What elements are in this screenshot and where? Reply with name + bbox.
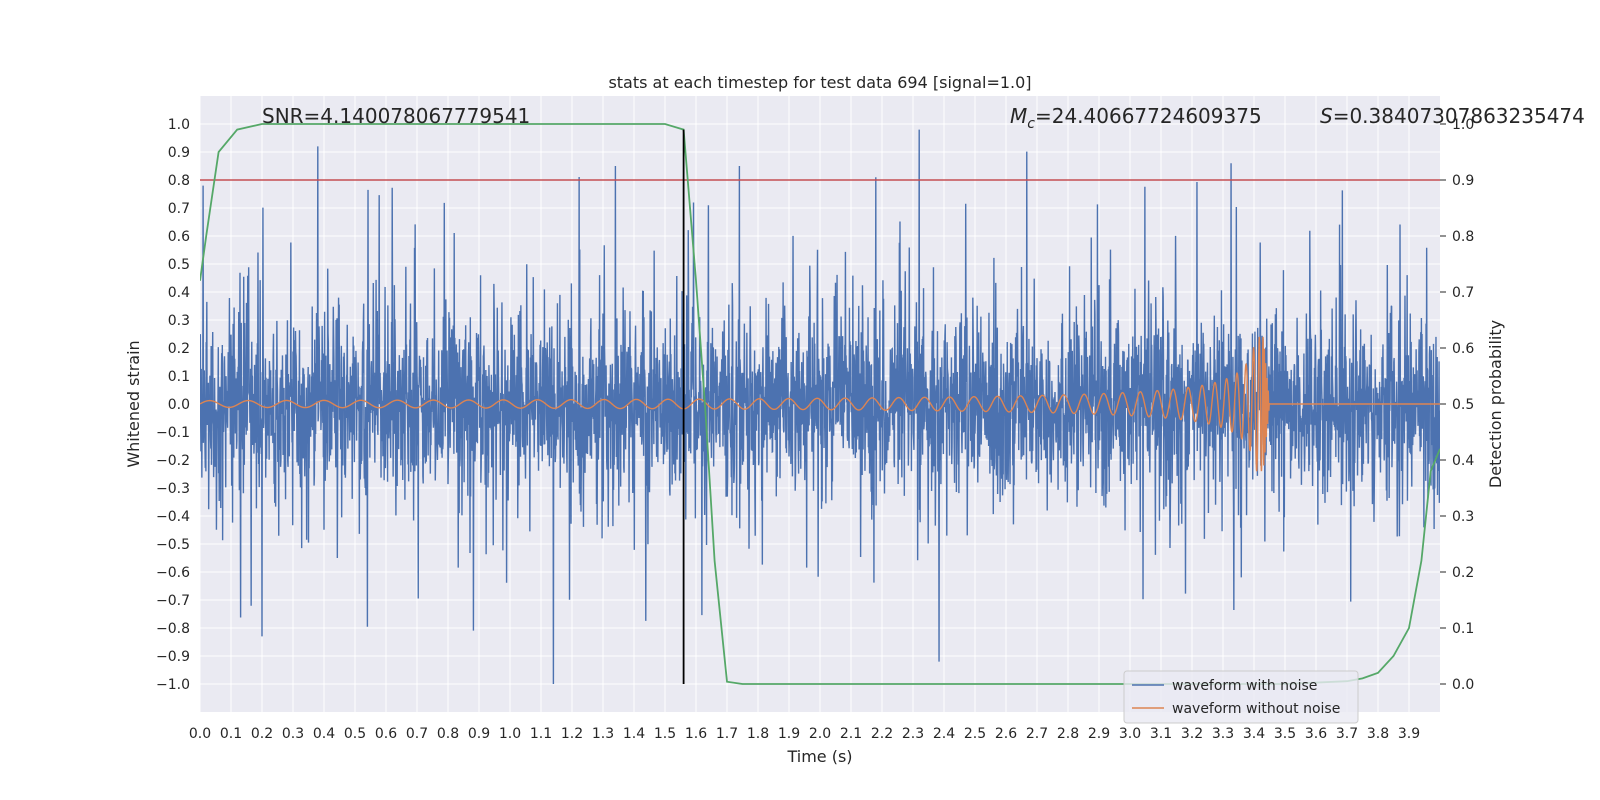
y-left-tick-label: −0.5	[156, 537, 190, 553]
y-left-tick-label: −0.9	[156, 649, 190, 665]
x-tick-label: 1.4	[623, 726, 645, 742]
snr-annotation: SNR=4.140078067779541	[262, 104, 530, 128]
x-tick-label: 1.8	[747, 726, 769, 742]
y-right-tick-label: 0.4	[1452, 453, 1474, 469]
x-tick-label: 2.0	[809, 726, 831, 742]
y-right-tick-label: 0.1	[1452, 621, 1474, 637]
x-tick-label: 3.9	[1398, 726, 1420, 742]
chirp-mass-annotation: Mc=24.40667724609375	[1010, 104, 1262, 132]
y-left-tick-label: 0.4	[168, 285, 190, 301]
y-right-tick-label: 0.6	[1452, 341, 1474, 357]
x-tick-label: 1.7	[716, 726, 738, 742]
x-tick-label: 3.1	[1150, 726, 1172, 742]
y-left-tick-label: −0.7	[156, 593, 190, 609]
y-right-tick-label: 0.0	[1452, 677, 1474, 693]
s-value: =0.38407307863235474	[1333, 104, 1585, 128]
x-tick-label: 2.3	[902, 726, 924, 742]
x-tick-label: 1.1	[530, 726, 552, 742]
y-left-tick-label: 0.8	[168, 173, 190, 189]
y-left-tick-label: 0.7	[168, 201, 190, 217]
s-symbol: S	[1320, 104, 1333, 128]
y-left-tick-label: 0.1	[168, 369, 190, 385]
y-left-tick-label: −0.3	[156, 481, 190, 497]
x-tick-labels: 0.0 0.1 0.2 0.3 0.4 0.5 0.6 0.7 0.8 0.9 1.0 1.1 1.2 1…	[189, 726, 1420, 742]
series-detection-probability	[200, 123, 1440, 685]
x-tick-label: 2.4	[933, 726, 955, 742]
chart-title: stats at each timestep for test data 694…	[608, 73, 1031, 92]
x-tick-label: 0.7	[406, 726, 428, 742]
legend-label-clean: waveform without noise	[1172, 701, 1340, 717]
y-left-tick-label: −0.8	[156, 621, 190, 637]
x-tick-label: 3.0	[1119, 726, 1141, 742]
x-tick-label: 2.9	[1088, 726, 1110, 742]
x-tick-label: 3.2	[1181, 726, 1203, 742]
legend-label-noise: waveform with noise	[1172, 678, 1317, 694]
x-tick-label: 2.1	[840, 726, 862, 742]
s-annotation: S=0.38407307863235474	[1320, 104, 1585, 128]
y-left-tick-label: 0.0	[168, 397, 190, 413]
x-tick-label: 3.6	[1305, 726, 1327, 742]
x-tick-label: 1.2	[561, 726, 583, 742]
y-left-tick-label: −1.0	[156, 677, 190, 693]
x-tick-label: 3.8	[1367, 726, 1389, 742]
x-tick-label: 1.5	[654, 726, 676, 742]
x-tick-label: 2.7	[1026, 726, 1048, 742]
x-tick-label: 0.2	[251, 726, 273, 742]
x-tick-label: 0.4	[313, 726, 335, 742]
x-tick-label: 3.4	[1243, 726, 1265, 742]
x-tick-label: 0.5	[344, 726, 366, 742]
y-axis-label-right: Detection probability	[1486, 320, 1505, 488]
y-left-tick-label: 0.5	[168, 257, 190, 273]
x-tick-label: 1.3	[592, 726, 614, 742]
x-tick-label: 1.9	[778, 726, 800, 742]
y-left-tick-label: −0.4	[156, 509, 190, 525]
y-left-tick-label: 0.9	[168, 145, 190, 161]
x-tick-label: 0.6	[375, 726, 397, 742]
y-right-tick-label: 0.8	[1452, 229, 1474, 245]
y-right-tick-label: 0.5	[1452, 397, 1474, 413]
series-waveform-without-noise	[200, 336, 1440, 472]
series-layer	[200, 123, 1440, 685]
x-tick-label: 0.0	[189, 726, 211, 742]
y-left-tick-label: 0.6	[168, 229, 190, 245]
y-right-tick-label: 1.0	[1452, 117, 1474, 133]
y-left-tick-label: −0.1	[156, 425, 190, 441]
y-right-tick-label: 0.7	[1452, 285, 1474, 301]
y-right-tick-labels: 1.0 0.9 0.8 0.7 0.6 0.5 0.4 0.3 0.2 0.1 0.0	[1440, 117, 1474, 693]
x-tick-label: 1.6	[685, 726, 707, 742]
x-tick-label: 3.7	[1336, 726, 1358, 742]
chirp-mass-value: =24.40667724609375	[1035, 104, 1262, 128]
x-tick-label: 3.5	[1274, 726, 1296, 742]
x-axis-label: Time (s)	[786, 747, 852, 766]
x-tick-label: 2.2	[871, 726, 893, 742]
y-left-tick-label: −0.6	[156, 565, 190, 581]
y-left-tick-labels: 1.0 0.9 0.8 0.7 0.6 0.5 0.4 0.3 0.2 0.1 0.0 −0.1 −0.…	[156, 117, 190, 693]
legend: waveform with noise waveform without noi…	[1123, 670, 1359, 724]
y-left-tick-label: 0.3	[168, 313, 190, 329]
y-right-tick-label: 0.9	[1452, 173, 1474, 189]
chirp-mass-subscript: c	[1027, 116, 1035, 132]
x-tick-label: 0.3	[282, 726, 304, 742]
y-left-tick-label: −0.2	[156, 453, 190, 469]
x-tick-label: 0.1	[220, 726, 242, 742]
x-tick-label: 0.8	[437, 726, 459, 742]
x-tick-label: 3.3	[1212, 726, 1234, 742]
y-right-tick-label: 0.2	[1452, 565, 1474, 581]
x-tick-label: 0.9	[468, 726, 490, 742]
y-left-tick-label: 0.2	[168, 341, 190, 357]
y-left-tick-label: 1.0	[168, 117, 190, 133]
x-tick-label: 1.0	[499, 726, 521, 742]
legend-box	[1123, 670, 1359, 724]
x-tick-label: 2.8	[1057, 726, 1079, 742]
chirp-mass-symbol: M	[1010, 104, 1027, 128]
y-axis-label-left: Whitened strain	[124, 340, 143, 467]
series-waveform-with-noise	[200, 129, 1440, 685]
x-tick-label: 2.5	[964, 726, 986, 742]
x-tick-label: 2.6	[995, 726, 1017, 742]
y-right-tick-label: 0.3	[1452, 509, 1474, 525]
